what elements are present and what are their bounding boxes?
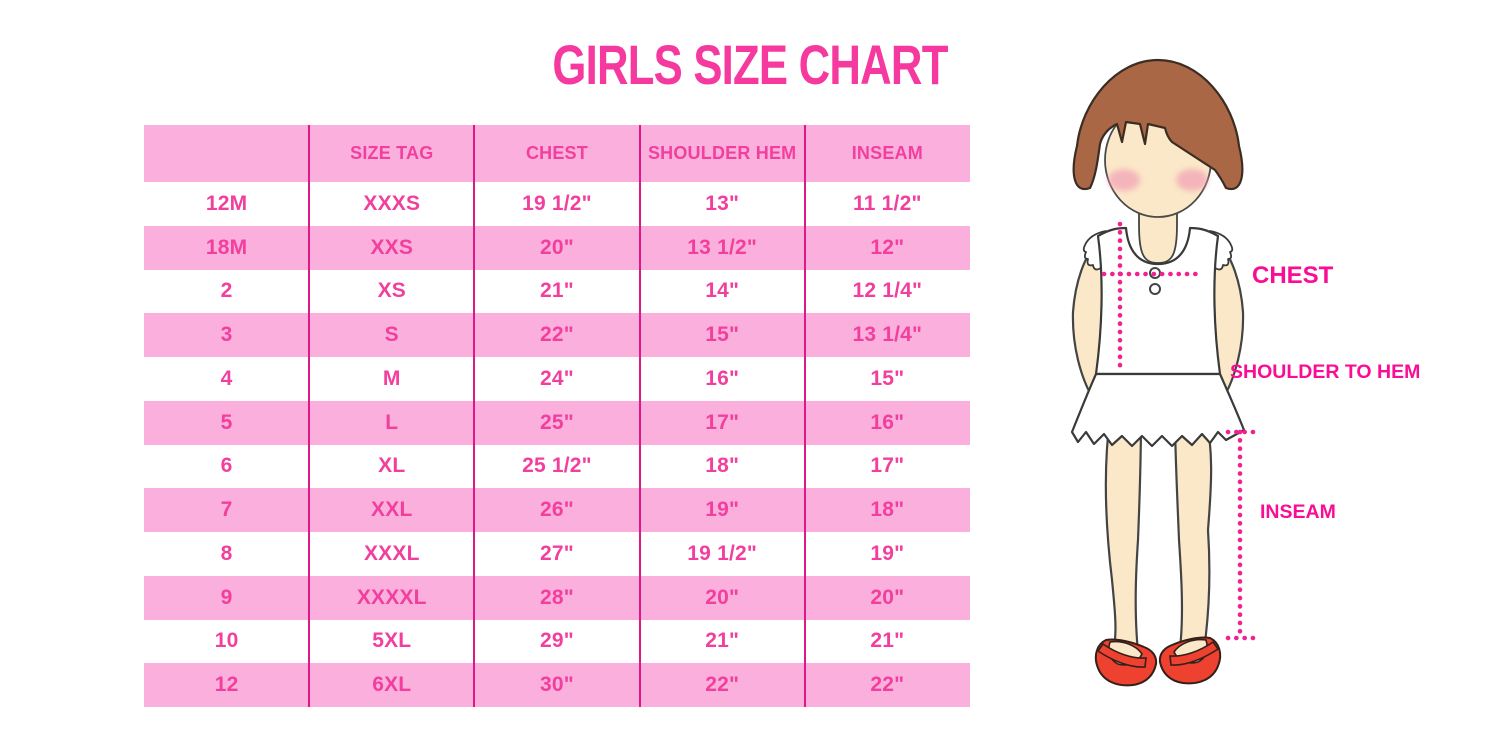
shoulder-to-hem-label: SHOULDER TO HEM xyxy=(1230,361,1420,383)
data-cell: 20" xyxy=(540,235,574,259)
data-cell: 19 1/2" xyxy=(522,191,592,215)
data-cell: XL xyxy=(378,454,406,478)
data-cell: 22" xyxy=(705,673,740,697)
data-cell: XXXL xyxy=(363,541,420,565)
table-row: 6 XL 25 1/2" 18" 17" xyxy=(144,444,970,489)
data-cell: 28" xyxy=(540,585,574,609)
data-cell: 19 1/2" xyxy=(687,541,758,565)
data-cell: 2 xyxy=(220,279,233,303)
data-cell: 25 1/2" xyxy=(522,454,592,478)
data-cell: 20" xyxy=(705,585,740,609)
measurement-guides xyxy=(1101,221,1257,641)
data-cell: 18" xyxy=(870,498,905,522)
data-cell: 3 xyxy=(220,323,233,347)
data-cell: XXXS xyxy=(363,191,421,215)
data-cell: 16" xyxy=(705,366,740,390)
data-cell: 14" xyxy=(705,279,740,303)
table-row: 9 XXXXL 28" 20" 20" xyxy=(144,575,970,620)
table-row: 7 XXL 26" 19" 18" xyxy=(144,488,970,532)
data-cell: XS xyxy=(377,279,406,303)
data-cell: 27" xyxy=(540,541,574,565)
header-cell xyxy=(144,125,309,182)
data-cell: S xyxy=(384,323,399,347)
table-header-row: SIZE TAG CHEST SHOULDER HEM INSEAM xyxy=(144,125,970,182)
red-shoes xyxy=(1094,636,1222,687)
data-cell: 30" xyxy=(540,673,574,697)
header-cell: SHOULDER HEM xyxy=(647,143,797,163)
data-cell: 21" xyxy=(705,629,740,653)
skirt xyxy=(1070,372,1246,448)
legs xyxy=(1104,416,1213,654)
data-cell: XXXXL xyxy=(356,585,427,609)
table-row: 12M XXXS 19 1/2" 13" 11 1/2" xyxy=(144,182,970,226)
column-divider xyxy=(638,125,641,707)
table-row: 10 5XL 29" 21" 21" xyxy=(144,619,970,664)
data-cell: 9 xyxy=(220,585,233,609)
table-row: 3 S 22" 15" 13 1/4" xyxy=(144,313,970,357)
data-cell: 5XL xyxy=(372,629,412,653)
data-cell: 12M xyxy=(205,191,248,215)
data-cell: 16" xyxy=(870,410,905,434)
data-cell: 8 xyxy=(220,541,233,565)
data-cell: 12 1/4" xyxy=(852,279,923,303)
data-cell: 19" xyxy=(870,541,905,565)
data-cell: 26" xyxy=(540,498,574,522)
data-cell: XXL xyxy=(371,498,413,522)
data-cell: 22" xyxy=(540,323,574,347)
data-cell: 15" xyxy=(705,323,740,347)
data-cell: 12 xyxy=(214,673,239,697)
table-row: 12 6XL 30" 22" 22" xyxy=(144,663,970,707)
data-cell: 4 xyxy=(220,366,233,390)
data-cell: 29" xyxy=(540,629,574,653)
data-cell: 25" xyxy=(540,410,574,434)
table-row: 18M XXS 20" 13 1/2" 12" xyxy=(144,225,970,270)
data-cell: 7 xyxy=(220,498,233,522)
data-cell: 13 1/4" xyxy=(852,323,923,347)
chest-label: CHEST xyxy=(1252,262,1334,289)
table-row: 8 XXXL 27" 19 1/2" 19" xyxy=(144,532,970,576)
data-cell: 18" xyxy=(705,454,740,478)
data-cell: 18M xyxy=(205,235,248,259)
column-divider xyxy=(803,125,806,707)
table-row: 4 M 24" 16" 15" xyxy=(144,357,970,401)
header-cell: SIZE TAG xyxy=(350,143,434,163)
data-cell: M xyxy=(382,366,401,390)
bodice xyxy=(1094,226,1222,376)
data-cell: 12" xyxy=(870,235,905,259)
table-row: 5 L 25" 17" 16" xyxy=(144,400,970,445)
girl-measurement-illustration: CHEST SHOULDER TO HEM INSEAM xyxy=(1070,58,1420,687)
data-cell: 6 xyxy=(220,454,233,478)
page-title: GIRLS SIZE CHART xyxy=(552,33,948,96)
size-table: SIZE TAG CHEST SHOULDER HEM INSEAM 12M XXXS 1… xyxy=(144,125,970,707)
data-cell: 20" xyxy=(870,585,905,609)
table-row: 2 XS 21" 14" 12 1/4" xyxy=(144,269,970,314)
header-cell: CHEST xyxy=(525,143,588,163)
column-divider xyxy=(473,125,476,707)
header-cell: INSEAM xyxy=(851,143,923,163)
data-cell: 17" xyxy=(870,454,905,478)
inseam-label: INSEAM xyxy=(1260,501,1336,523)
table-body: 12M XXXS 19 1/2" 13" 11 1/2" 18M XXS 20" 13 1/2"… xyxy=(144,182,970,707)
data-cell: L xyxy=(385,410,399,434)
data-cell: 13" xyxy=(705,191,740,215)
data-cell: XXS xyxy=(370,235,414,259)
data-cell: 13 1/2" xyxy=(687,235,758,259)
column-divider xyxy=(308,125,311,707)
blush-cheeks xyxy=(1108,169,1208,191)
data-cell: 17" xyxy=(705,410,740,434)
data-cell: 21" xyxy=(540,279,574,303)
data-cell: 11 1/2" xyxy=(853,191,922,215)
data-cell: 6XL xyxy=(372,673,412,697)
data-cell: 15" xyxy=(870,366,905,390)
data-cell: 10 xyxy=(214,629,239,653)
data-cell: 5 xyxy=(220,410,233,434)
data-cell: 22" xyxy=(870,673,905,697)
data-cell: 21" xyxy=(870,629,905,653)
data-cell: 24" xyxy=(540,366,574,390)
hair xyxy=(1072,58,1244,191)
data-cell: 19" xyxy=(705,498,740,522)
